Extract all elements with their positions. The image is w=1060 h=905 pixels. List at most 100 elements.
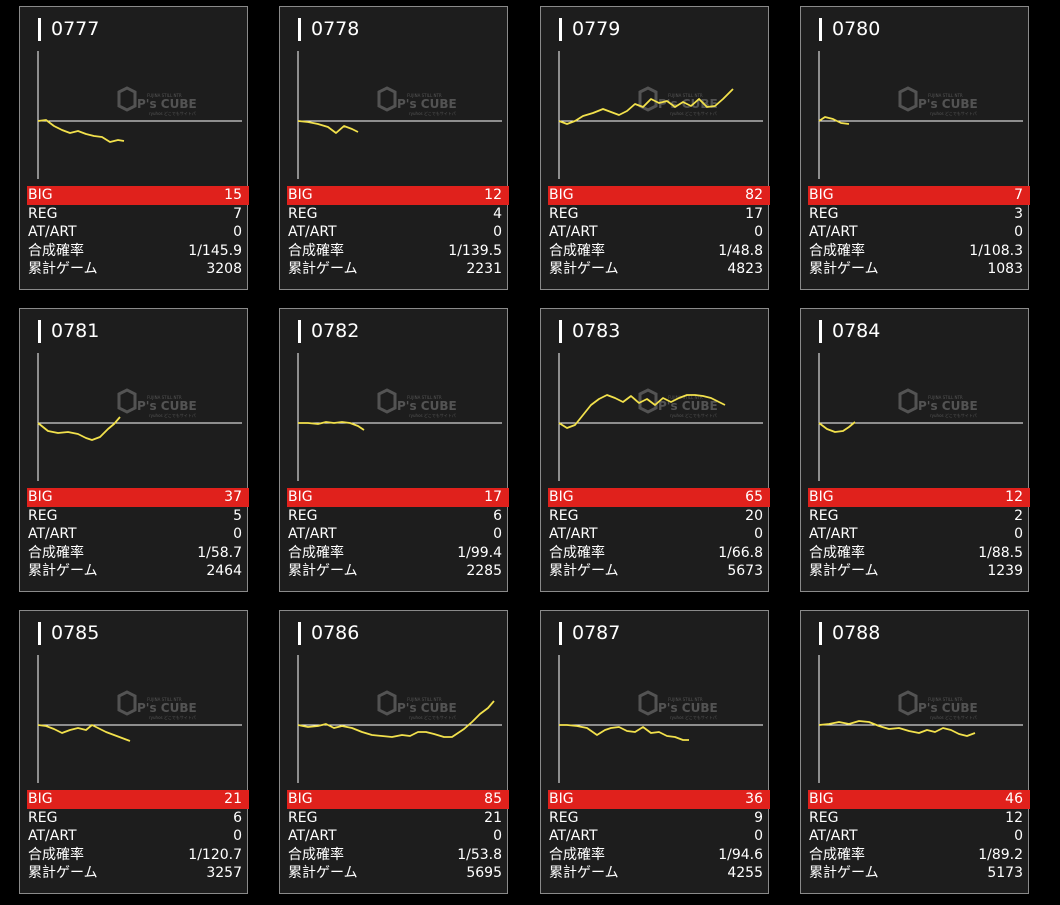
at-art-value: 0 xyxy=(493,827,502,846)
reg-value: 20 xyxy=(745,507,763,526)
at-art-label: AT/ART xyxy=(549,223,598,242)
watermark-tagline-bottom: ryuhos どこでもサイトパ xyxy=(670,412,717,418)
reg-row: REG 3 xyxy=(808,205,1030,224)
stats-table: BIG 21 REG 6 AT/ART 0 合成確率 1/120.7 累計ゲーム 3257 xyxy=(27,790,249,883)
at-art-row: AT/ART 0 xyxy=(808,525,1030,544)
watermark-name: P's CUBE xyxy=(658,701,718,715)
combined-prob-value: 1/120.7 xyxy=(188,846,242,865)
combined-prob-value: 1/48.8 xyxy=(718,242,763,261)
reg-value: 2 xyxy=(1014,507,1023,526)
at-art-label: AT/ART xyxy=(28,223,77,242)
big-value: 15 xyxy=(224,186,242,205)
machine-card[interactable]: 0778 FUJINA STILL NTR P's CUBE ryuhos どこ… xyxy=(279,6,508,290)
slump-graph: FUJINA STILL NTR P's CUBE ryuhos どこでもサイト… xyxy=(558,655,763,785)
big-label: BIG xyxy=(288,488,313,507)
watermark-tagline-bottom: ryuhos どこでもサイトパ xyxy=(149,110,196,116)
reg-row: REG 21 xyxy=(287,809,509,828)
machine-card[interactable]: 0784 FUJINA STILL NTR P's CUBE ryuhos どこ… xyxy=(800,308,1029,592)
at-art-label: AT/ART xyxy=(28,525,77,544)
total-games-row: 累計ゲーム 4823 xyxy=(548,260,770,279)
at-art-row: AT/ART 0 xyxy=(27,525,249,544)
machine-card[interactable]: 0788 FUJINA STILL NTR P's CUBE ryuhos どこ… xyxy=(800,610,1029,894)
total-games-value: 5695 xyxy=(466,864,502,883)
at-art-label: AT/ART xyxy=(288,525,337,544)
combined-prob-value: 1/108.3 xyxy=(969,242,1023,261)
machine-number: 0783 xyxy=(559,320,620,343)
machine-card[interactable]: 0785 FUJINA STILL NTR P's CUBE ryuhos どこ… xyxy=(19,610,248,894)
combined-prob-label: 合成確率 xyxy=(809,544,865,563)
watermark-tagline-bottom: ryuhos どこでもサイトパ xyxy=(670,110,717,116)
at-art-row: AT/ART 0 xyxy=(27,827,249,846)
combined-prob-row: 合成確率 1/139.5 xyxy=(287,242,509,261)
big-row: BIG 21 xyxy=(27,790,249,809)
stats-table: BIG 46 REG 12 AT/ART 0 合成確率 1/89.2 累計ゲーム 5173 xyxy=(808,790,1030,883)
total-games-value: 2464 xyxy=(206,562,242,581)
combined-prob-label: 合成確率 xyxy=(288,242,344,261)
big-value: 21 xyxy=(224,790,242,809)
at-art-row: AT/ART 0 xyxy=(287,223,509,242)
at-art-label: AT/ART xyxy=(809,827,858,846)
machine-card[interactable]: 0781 FUJINA STILL NTR P's CUBE ryuhos どこ… xyxy=(19,308,248,592)
watermark-tagline-bottom: ryuhos どこでもサイトパ xyxy=(149,714,196,720)
big-value: 46 xyxy=(1005,790,1023,809)
reg-row: REG 17 xyxy=(548,205,770,224)
cube-icon xyxy=(379,88,395,110)
machine-card[interactable]: 0782 FUJINA STILL NTR P's CUBE ryuhos どこ… xyxy=(279,308,508,592)
combined-prob-row: 合成確率 1/145.9 xyxy=(27,242,249,261)
reg-row: REG 12 xyxy=(808,809,1030,828)
watermark-name: P's CUBE xyxy=(137,97,197,111)
big-row: BIG 15 xyxy=(27,186,249,205)
at-art-value: 0 xyxy=(233,827,242,846)
total-games-value: 4823 xyxy=(727,260,763,279)
big-value: 12 xyxy=(484,186,502,205)
big-row: BIG 12 xyxy=(808,488,1030,507)
graph-line xyxy=(559,725,689,740)
watermark-logo: FUJINA STILL NTR P's CUBE ryuhos どこでもサイト… xyxy=(379,88,457,116)
cube-icon xyxy=(900,390,916,412)
machine-card[interactable]: 0779 FUJINA STILL NTR P's CUBE ryuhos どこ… xyxy=(540,6,769,290)
combined-prob-row: 合成確率 1/88.5 xyxy=(808,544,1030,563)
watermark-tagline-bottom: ryuhos どこでもサイトパ xyxy=(670,714,717,720)
at-art-label: AT/ART xyxy=(809,223,858,242)
machine-card[interactable]: 0777 FUJINA STILL NTR P's CUBE ryuhos どこ… xyxy=(19,6,248,290)
big-label: BIG xyxy=(28,488,53,507)
machine-card[interactable]: 0787 FUJINA STILL NTR P's CUBE ryuhos どこ… xyxy=(540,610,769,894)
cube-icon xyxy=(119,692,135,714)
reg-row: REG 4 xyxy=(287,205,509,224)
reg-value: 3 xyxy=(1014,205,1023,224)
total-games-row: 累計ゲーム 3208 xyxy=(27,260,249,279)
cube-icon xyxy=(900,88,916,110)
total-games-value: 5673 xyxy=(727,562,763,581)
watermark-logo: FUJINA STILL NTR P's CUBE ryuhos どこでもサイト… xyxy=(640,88,718,116)
big-row: BIG 37 xyxy=(27,488,249,507)
machine-number: 0788 xyxy=(819,622,880,645)
at-art-row: AT/ART 0 xyxy=(808,223,1030,242)
stats-table: BIG 82 REG 17 AT/ART 0 合成確率 1/48.8 累計ゲーム 4823 xyxy=(548,186,770,279)
machine-card[interactable]: 0786 FUJINA STILL NTR P's CUBE ryuhos どこ… xyxy=(279,610,508,894)
reg-row: REG 6 xyxy=(287,507,509,526)
big-label: BIG xyxy=(809,186,834,205)
combined-prob-value: 1/99.4 xyxy=(457,544,502,563)
stats-table: BIG 15 REG 7 AT/ART 0 合成確率 1/145.9 累計ゲーム 3208 xyxy=(27,186,249,279)
big-value: 36 xyxy=(745,790,763,809)
graph-line xyxy=(298,121,358,133)
cube-icon xyxy=(900,692,916,714)
big-row: BIG 46 xyxy=(808,790,1030,809)
reg-label: REG xyxy=(809,809,838,828)
machine-card[interactable]: 0780 FUJINA STILL NTR P's CUBE ryuhos どこ… xyxy=(800,6,1029,290)
combined-prob-value: 1/58.7 xyxy=(197,544,242,563)
combined-prob-value: 1/89.2 xyxy=(978,846,1023,865)
combined-prob-row: 合成確率 1/53.8 xyxy=(287,846,509,865)
graph-line xyxy=(38,417,120,440)
machine-number: 0782 xyxy=(298,320,359,343)
at-art-value: 0 xyxy=(493,223,502,242)
total-games-label: 累計ゲーム xyxy=(809,864,879,883)
machine-card[interactable]: 0783 FUJINA STILL NTR P's CUBE ryuhos どこ… xyxy=(540,308,769,592)
watermark-name: P's CUBE xyxy=(137,701,197,715)
machine-number: 0781 xyxy=(38,320,99,343)
combined-prob-row: 合成確率 1/108.3 xyxy=(808,242,1030,261)
at-art-value: 0 xyxy=(1014,827,1023,846)
combined-prob-label: 合成確率 xyxy=(809,846,865,865)
total-games-value: 1239 xyxy=(987,562,1023,581)
combined-prob-label: 合成確率 xyxy=(549,544,605,563)
